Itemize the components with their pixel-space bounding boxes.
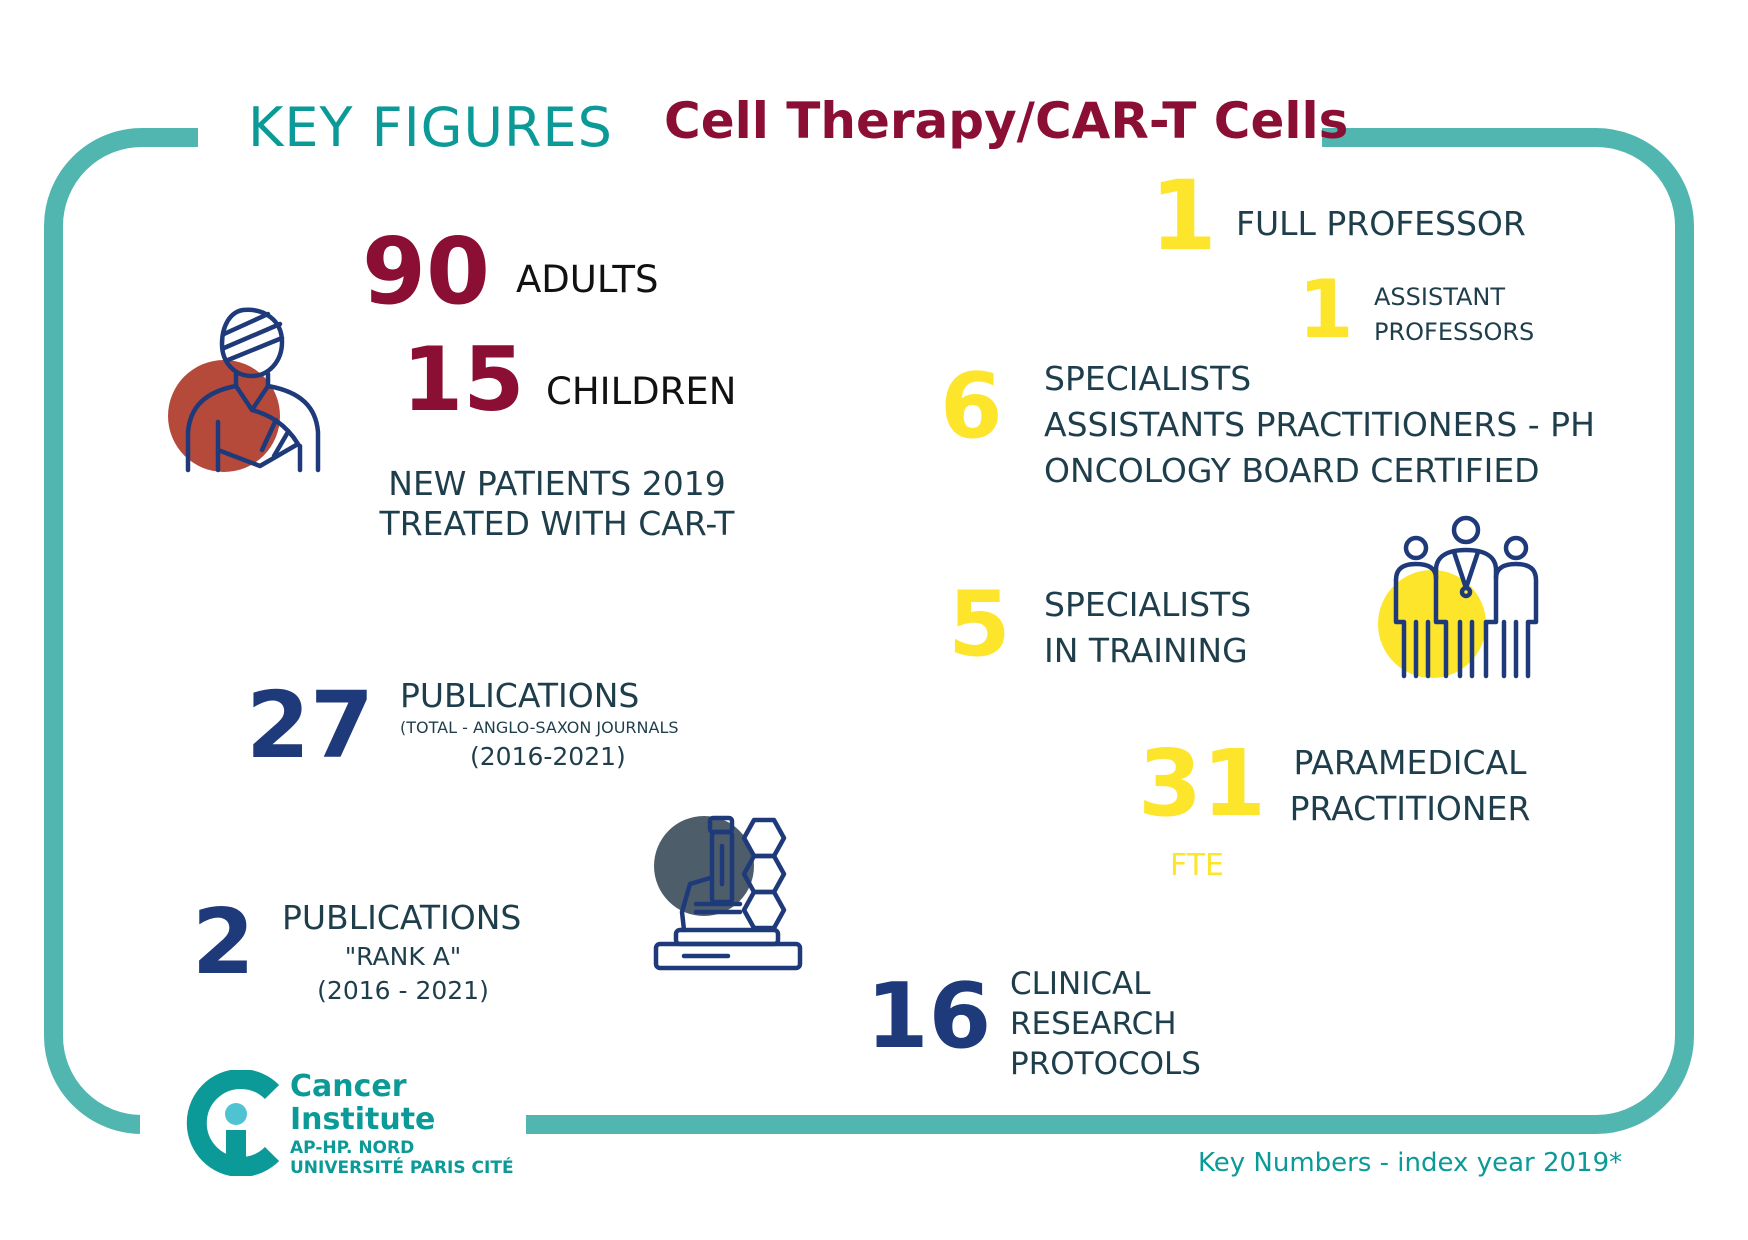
training-line1: SPECIALISTS bbox=[1044, 585, 1252, 624]
logo-line1: Cancer bbox=[290, 1069, 407, 1104]
specialists-label: SPECIALISTS ASSISTANTS PRACTITIONERS - P… bbox=[1044, 356, 1595, 494]
protocols-value: 16 bbox=[866, 964, 992, 1069]
protocols-label: CLINICAL RESEARCH PROTOCOLS bbox=[1010, 964, 1201, 1084]
protocols-line1: CLINICAL bbox=[1010, 966, 1151, 1002]
paramedical-line1: PARAMEDICAL bbox=[1293, 743, 1527, 782]
patients-caption-line2: TREATED WITH CAR-T bbox=[379, 503, 735, 543]
children-value: 15 bbox=[402, 328, 525, 431]
training-line2: IN TRAINING bbox=[1044, 631, 1248, 670]
patients-caption: NEW PATIENTS 2019 TREATED WITH CAR-T bbox=[372, 464, 742, 543]
specialists-line1: SPECIALISTS bbox=[1044, 359, 1252, 398]
paramedical-unit: FTE bbox=[1170, 848, 1225, 883]
publications-rank-note: "RANK A" bbox=[344, 942, 462, 971]
children-label: CHILDREN bbox=[546, 370, 737, 413]
patients-caption-line1: NEW PATIENTS 2019 bbox=[388, 464, 726, 503]
cancer-institute-logo-icon bbox=[186, 1070, 280, 1176]
adults-value: 90 bbox=[362, 218, 491, 325]
publications-rank-value: 2 bbox=[192, 890, 255, 995]
paramedical-value: 31 bbox=[1138, 730, 1267, 837]
assistant-professors-value: 1 bbox=[1298, 263, 1354, 356]
logo-line3: AP-HP. NORD bbox=[290, 1138, 415, 1158]
paramedical-line2: PRACTITIONER bbox=[1289, 789, 1531, 828]
logo-line4: UNIVERSITÉ PARIS CITÉ bbox=[290, 1158, 514, 1178]
logo-text: Cancer Institute AP-HP. NORD UNIVERSITÉ … bbox=[290, 1070, 514, 1178]
publications-total-years: (2016-2021) bbox=[470, 742, 626, 771]
assistant-professors-label: ASSISTANT PROFESSORS bbox=[1374, 280, 1534, 350]
specialists-line2: ASSISTANTS PRACTITIONERS - PH bbox=[1044, 405, 1595, 444]
training-value: 5 bbox=[948, 572, 1011, 677]
paramedical-label: PARAMEDICAL PRACTITIONER bbox=[1270, 740, 1550, 832]
key-figures-title: KEY FIGURES bbox=[248, 96, 613, 159]
footer-note: Key Numbers - index year 2019* bbox=[1198, 1148, 1623, 1178]
publications-rank-years: (2016 - 2021) bbox=[317, 976, 489, 1005]
subject-title: Cell Therapy/CAR-T Cells bbox=[664, 92, 1349, 150]
publications-total-label: PUBLICATIONS bbox=[400, 676, 640, 715]
specialists-value: 6 bbox=[940, 354, 1003, 459]
frame-gap-top bbox=[198, 118, 1322, 158]
full-professor-value: 1 bbox=[1150, 160, 1217, 272]
microscope-icon bbox=[653, 815, 803, 971]
specialists-line3: ONCOLOGY BOARD CERTIFIED bbox=[1044, 451, 1540, 490]
assistant-professors-line1: ASSISTANT bbox=[1374, 283, 1506, 311]
protocols-line2: RESEARCH bbox=[1010, 1006, 1177, 1042]
publications-total-note: (TOTAL - ANGLO-SAXON JOURNALS bbox=[400, 718, 679, 737]
adults-label: ADULTS bbox=[516, 258, 659, 301]
assistant-professors-line2: PROFESSORS bbox=[1374, 318, 1535, 346]
publications-rank-label: PUBLICATIONS bbox=[282, 898, 522, 937]
medical-team-icon bbox=[1378, 515, 1539, 679]
protocols-line3: PROTOCOLS bbox=[1010, 1046, 1201, 1082]
logo-line2: Institute bbox=[290, 1102, 436, 1137]
publications-total-value: 27 bbox=[246, 672, 375, 779]
training-label: SPECIALISTS IN TRAINING bbox=[1044, 582, 1251, 674]
patient-icon bbox=[168, 307, 321, 473]
full-professor-label: FULL PROFESSOR bbox=[1236, 204, 1526, 243]
